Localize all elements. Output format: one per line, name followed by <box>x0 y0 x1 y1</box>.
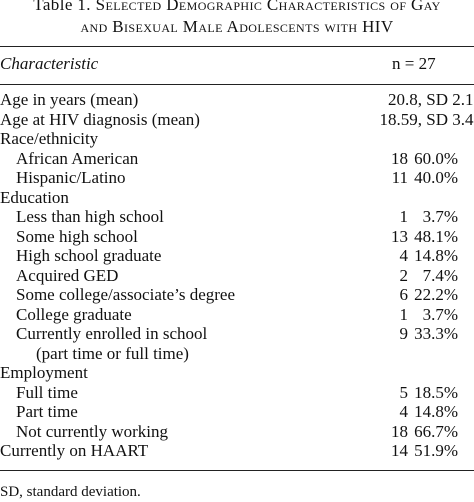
row-count: 9 <box>399 324 409 343</box>
table-row: (part time or full time) <box>0 344 474 364</box>
row-count: 18 <box>391 421 408 441</box>
row-label: Acquired GED <box>16 265 119 285</box>
row-label: Currently on HAART <box>0 441 149 460</box>
row-percent: 48.1% <box>414 226 458 246</box>
table-row: Part time 4 14.8% <box>0 402 474 422</box>
row-percent: 14.8% <box>414 402 458 421</box>
table-number: Table 1. <box>33 0 91 14</box>
table-row: African American 18 60.0% <box>0 149 474 169</box>
table-row: Race/ethnicity <box>0 129 474 149</box>
row-label: Some high school <box>16 226 138 246</box>
row-count: 1 <box>399 207 409 226</box>
row-count: 4 <box>399 246 409 265</box>
row-label: Less than high school <box>16 207 164 226</box>
row-percent: 33.3% <box>414 324 458 343</box>
row-percent: 60.0% <box>414 148 458 168</box>
row-percent: 3.7% <box>422 304 458 324</box>
table-row: Currently enrolled in school 9 33.3% <box>0 324 474 344</box>
table-row: Age in years (mean) 20.8, SD 2.18 <box>0 90 474 110</box>
row-label: Employment <box>0 363 88 382</box>
row-count: 4 <box>399 402 409 421</box>
bottom-rule <box>0 470 474 471</box>
table-row: Some college/associate’s degree 6 22.2% <box>0 285 474 305</box>
table-row: Acquired GED 2 7.4% <box>0 266 474 286</box>
header-rule <box>0 84 474 85</box>
row-percent: 51.9% <box>414 441 458 460</box>
table-row: Education <box>0 188 474 208</box>
table-title: Table 1. Selected Demographic Characteri… <box>0 0 474 38</box>
row-label: Part time <box>16 402 78 421</box>
row-count: 14 <box>391 441 408 460</box>
table-title-line-1: Table 1. Selected Demographic Characteri… <box>0 0 474 16</box>
row-count: 11 <box>391 168 408 187</box>
table-row: Not currently working 18 66.7% <box>0 422 474 442</box>
footnote: SD, standard deviation. <box>0 484 141 500</box>
row-summary-value: 20.8, SD 2.18 <box>388 90 474 109</box>
row-percent: 40.0% <box>414 168 458 187</box>
table-row: Full time 5 18.5% <box>0 383 474 403</box>
row-label: Full time <box>16 382 78 402</box>
row-label: Not currently working <box>16 421 169 441</box>
row-count: 5 <box>399 382 409 402</box>
row-percent: 66.7% <box>414 421 458 441</box>
row-label: Race/ethnicity <box>0 129 99 148</box>
table-row: Less than high school 1 3.7% <box>0 207 474 227</box>
row-percent: 14.8% <box>414 246 458 265</box>
row-label: Education <box>0 187 69 207</box>
row-label: Age in years (mean) <box>0 90 139 109</box>
row-label: Age at HIV diagnosis (mean) <box>0 109 200 129</box>
row-label: (part time or full time) <box>36 343 189 363</box>
top-rule <box>0 46 474 47</box>
table-row: Age at HIV diagnosis (mean) 18.59, SD 3.4… <box>0 110 474 130</box>
table-row: Some high school 13 48.1% <box>0 227 474 247</box>
row-count: 13 <box>391 226 408 246</box>
table-row: High school graduate 4 14.8% <box>0 246 474 266</box>
row-percent: 3.7% <box>422 207 458 226</box>
table-title-text: Selected Demographic Characteristics of … <box>95 0 441 14</box>
column-header-characteristic: Characteristic <box>0 54 99 73</box>
table-row: Currently on HAART 14 51.9% <box>0 441 474 461</box>
row-count: 6 <box>399 285 409 304</box>
row-percent: 18.5% <box>414 382 458 402</box>
row-summary-value: 18.59, SD 3.48 <box>379 109 474 129</box>
row-count: 18 <box>391 148 408 168</box>
row-label: Hispanic/Latino <box>16 168 126 187</box>
table-row: Employment <box>0 363 474 383</box>
row-label: Some college/associate’s degree <box>16 285 236 304</box>
row-label: Currently enrolled in school <box>16 324 208 343</box>
table-row: College graduate 1 3.7% <box>0 305 474 325</box>
table-title-line-2: and Bisexual Male Adolescents with HIV <box>80 17 394 36</box>
column-header-n: n = 27 <box>392 54 436 73</box>
row-label: African American <box>16 148 139 168</box>
row-label: High school graduate <box>16 246 162 265</box>
row-percent: 7.4% <box>422 265 458 285</box>
row-label: College graduate <box>16 304 132 324</box>
row-count: 1 <box>399 304 409 324</box>
row-count: 2 <box>399 265 409 285</box>
row-percent: 22.2% <box>414 285 458 304</box>
table-row: Hispanic/Latino 11 40.0% <box>0 168 474 188</box>
